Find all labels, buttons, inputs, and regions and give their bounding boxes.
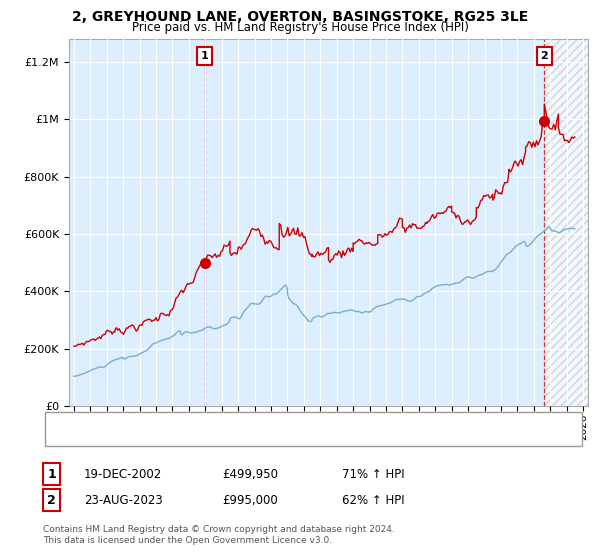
Text: 23-AUG-2023: 23-AUG-2023 [84,493,163,507]
Text: 1: 1 [47,468,56,481]
Text: 2: 2 [47,493,56,507]
Text: £995,000: £995,000 [222,493,278,507]
Text: 2, GREYHOUND LANE, OVERTON, BASINGSTOKE, RG25 3LE: 2, GREYHOUND LANE, OVERTON, BASINGSTOKE,… [72,10,528,24]
Text: 2: 2 [541,51,548,60]
Text: 62% ↑ HPI: 62% ↑ HPI [342,493,404,507]
Bar [544,39,588,406]
Bar [544,39,588,406]
FancyBboxPatch shape [45,412,582,446]
Text: Price paid vs. HM Land Registry's House Price Index (HPI): Price paid vs. HM Land Registry's House … [131,21,469,34]
Text: 19-DEC-2002: 19-DEC-2002 [84,468,162,481]
Text: 1: 1 [201,51,209,60]
Text: Contains HM Land Registry data © Crown copyright and database right 2024.
This d: Contains HM Land Registry data © Crown c… [43,525,395,545]
Text: 71% ↑ HPI: 71% ↑ HPI [342,468,404,481]
Legend: 2, GREYHOUND LANE, OVERTON, BASINGSTOKE, RG25 3LE (detached house), HPI: Average: 2, GREYHOUND LANE, OVERTON, BASINGSTOKE,… [53,410,521,447]
Text: £499,950: £499,950 [222,468,278,481]
